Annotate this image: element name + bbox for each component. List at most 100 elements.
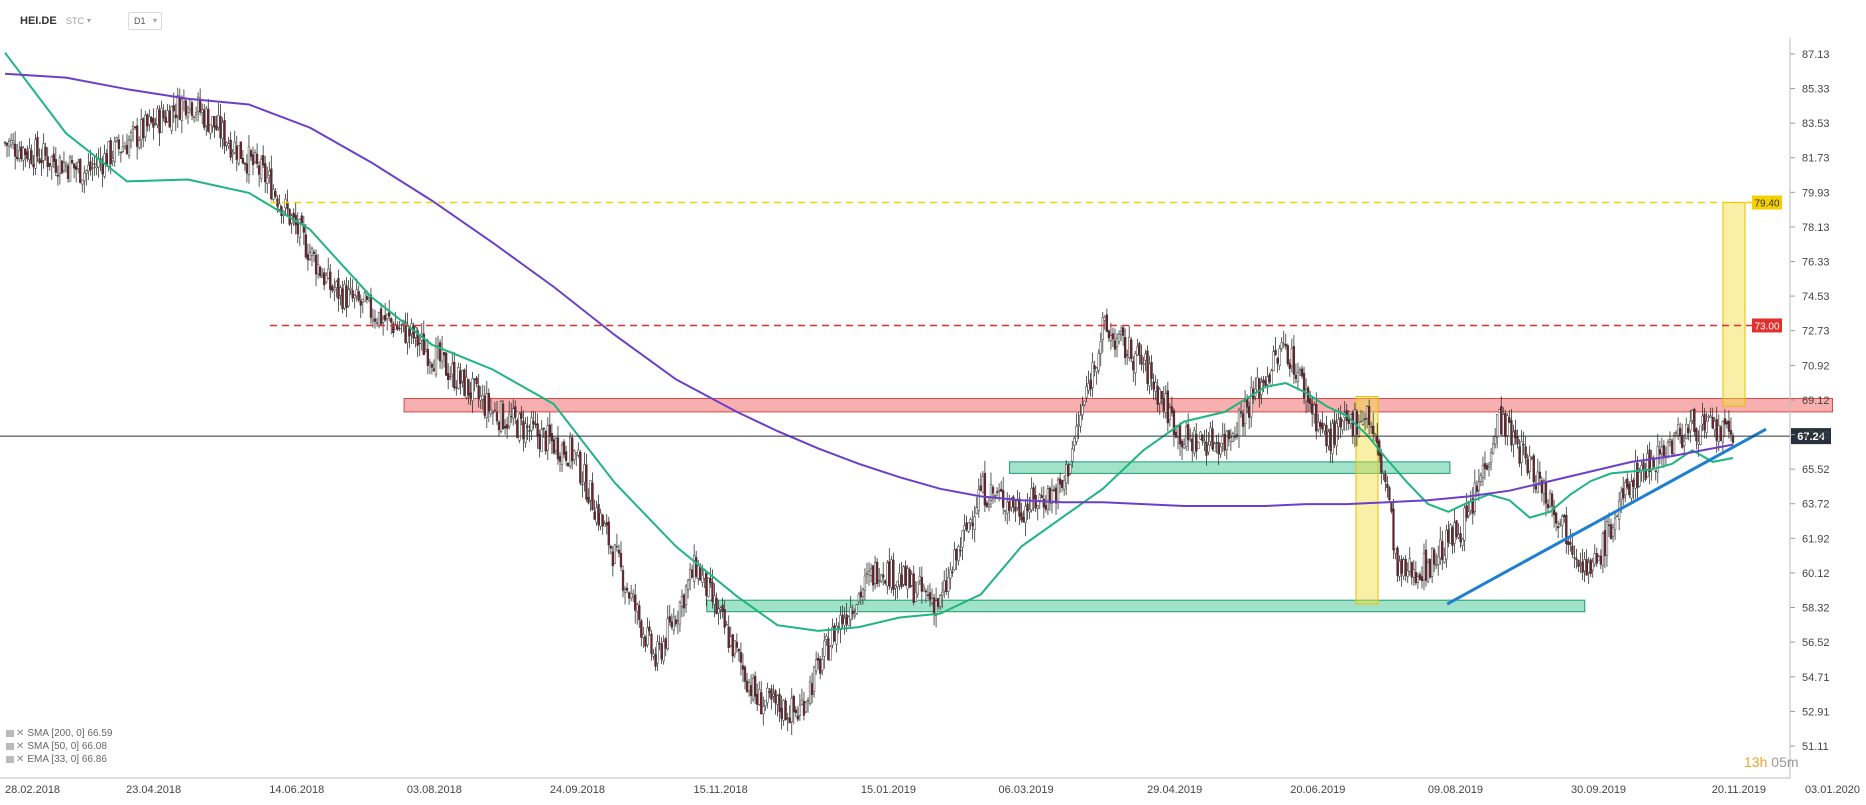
candle-body bbox=[1087, 382, 1090, 391]
candle-body bbox=[589, 480, 592, 501]
candle-body bbox=[680, 596, 684, 607]
candle-body bbox=[644, 636, 647, 647]
candle-body bbox=[20, 146, 23, 160]
candle-body bbox=[924, 590, 928, 593]
indicator-icon bbox=[6, 755, 14, 763]
candle-body bbox=[851, 610, 854, 615]
candle-body bbox=[1573, 556, 1576, 559]
candle-body bbox=[932, 597, 936, 614]
candle-body bbox=[1091, 362, 1094, 388]
candle-body bbox=[534, 423, 537, 426]
close-icon[interactable]: ✕ bbox=[16, 728, 25, 739]
legend-row[interactable]: ✕ EMA [33, 0] 66.86 bbox=[6, 753, 112, 766]
candle-body bbox=[170, 106, 173, 131]
candle-body bbox=[660, 643, 663, 660]
candle-body bbox=[359, 300, 362, 306]
candle-body bbox=[1678, 428, 1682, 437]
chevron-down-icon[interactable]: ▾ bbox=[87, 16, 92, 25]
candle-body bbox=[438, 342, 442, 362]
candle-body bbox=[70, 160, 74, 164]
candle-body bbox=[1504, 412, 1507, 438]
candle-body bbox=[833, 625, 836, 642]
candle-body bbox=[690, 569, 694, 578]
candle-body bbox=[640, 620, 643, 638]
timeframe-select[interactable]: D1 ▾ bbox=[128, 12, 162, 30]
candle-body bbox=[810, 683, 814, 695]
candle-body bbox=[1569, 541, 1572, 545]
candle-body bbox=[16, 156, 19, 160]
candle-body bbox=[320, 275, 324, 278]
candle-body bbox=[941, 591, 944, 596]
candle-body bbox=[465, 376, 468, 398]
candle-body bbox=[1646, 453, 1649, 478]
candle-body bbox=[668, 616, 671, 623]
candle-body bbox=[898, 573, 901, 586]
x-tick-label: 06.03.2019 bbox=[999, 784, 1054, 796]
candle-body bbox=[371, 318, 375, 322]
candle-body bbox=[1073, 438, 1076, 446]
candle-body bbox=[1317, 421, 1320, 431]
candle-body bbox=[658, 643, 661, 645]
candle-body bbox=[1150, 362, 1153, 379]
indicator-label: EMA [33, 0] 66.86 bbox=[27, 754, 107, 765]
candle-body bbox=[1351, 412, 1354, 437]
candle-body bbox=[566, 462, 570, 467]
x-tick-label: 30.09.2019 bbox=[1571, 784, 1626, 796]
candle-body bbox=[66, 165, 70, 179]
candle-body bbox=[1451, 527, 1454, 546]
legend-row[interactable]: ✕ SMA [200, 0] 66.59 bbox=[6, 727, 112, 740]
candle-body bbox=[930, 598, 934, 604]
candle-body bbox=[312, 251, 316, 254]
legend-row[interactable]: ✕ SMA [50, 0] 66.08 bbox=[6, 740, 112, 753]
candle-body bbox=[14, 143, 17, 157]
close-icon[interactable]: ✕ bbox=[16, 741, 25, 752]
candle-body bbox=[1111, 333, 1115, 340]
candle-body bbox=[217, 115, 220, 128]
candle-body bbox=[463, 369, 466, 396]
symbol-label[interactable]: HEI.DE bbox=[20, 15, 57, 27]
candle-body bbox=[697, 565, 700, 579]
candle-body bbox=[186, 112, 190, 118]
candle-body bbox=[3, 142, 7, 144]
candle-body bbox=[762, 706, 765, 715]
candle-body bbox=[1128, 336, 1131, 358]
candle-body bbox=[1561, 516, 1564, 526]
candle-body bbox=[1184, 426, 1188, 448]
candle-body bbox=[127, 139, 131, 156]
candle-body bbox=[306, 254, 310, 261]
candle-body bbox=[1603, 530, 1607, 556]
candle-body bbox=[1014, 507, 1017, 512]
candle-body bbox=[512, 408, 515, 419]
candle-body bbox=[325, 274, 328, 283]
candle-body bbox=[719, 607, 722, 610]
candle-body bbox=[109, 140, 112, 165]
candle-body bbox=[1197, 441, 1200, 449]
candle-body bbox=[524, 423, 527, 444]
candle-body bbox=[1607, 524, 1611, 527]
candle-body bbox=[1571, 545, 1574, 555]
candle-body bbox=[1182, 444, 1186, 449]
candle-body bbox=[1699, 425, 1702, 445]
candle-body bbox=[1522, 444, 1525, 446]
candle-body bbox=[684, 585, 688, 606]
candle-body bbox=[1040, 495, 1043, 499]
candle-body bbox=[1380, 452, 1383, 473]
candle-body bbox=[922, 586, 926, 590]
candle-body bbox=[514, 406, 517, 418]
candle-body bbox=[1248, 406, 1251, 418]
x-tick-label: 03.01.2020 bbox=[1805, 784, 1860, 796]
candle-body bbox=[253, 152, 257, 162]
candle-body bbox=[678, 602, 682, 625]
candle-body bbox=[544, 431, 547, 452]
candle-body bbox=[1729, 430, 1733, 435]
candle-body bbox=[1587, 562, 1590, 573]
source-label[interactable]: STC bbox=[66, 16, 84, 26]
candle-body bbox=[587, 496, 590, 504]
candle-body bbox=[632, 593, 635, 597]
candle-body bbox=[379, 308, 383, 325]
candle-body bbox=[1270, 370, 1273, 386]
candle-body bbox=[1668, 438, 1672, 442]
candle-body bbox=[827, 638, 830, 661]
close-icon[interactable]: ✕ bbox=[16, 754, 25, 765]
